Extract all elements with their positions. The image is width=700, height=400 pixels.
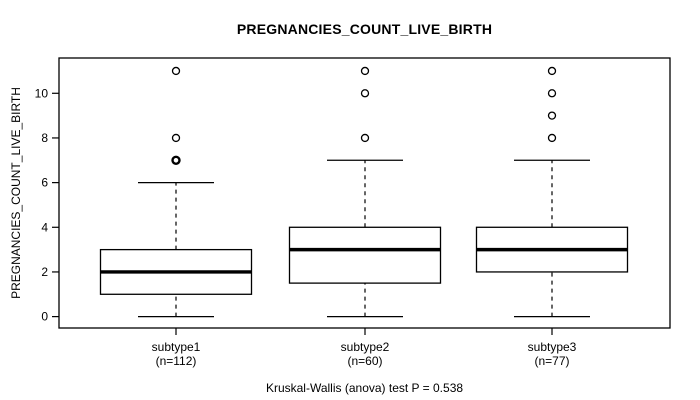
outlier-point [547,133,557,143]
outlier-point [360,89,370,98]
y-tick-label: 2 [41,265,48,279]
x-category-label: subtype1 [152,340,201,354]
outlier-point [547,66,557,76]
outlier-point [547,111,557,120]
y-tick-label: 6 [41,176,48,190]
y-tick-label: 10 [35,86,49,100]
y-tick-label: 4 [41,220,48,234]
outlier-point [171,133,181,143]
y-tick-label: 0 [41,310,48,324]
x-category-sublabel: (n=77) [534,354,569,368]
x-category-sublabel: (n=60) [347,354,382,368]
y-tick-label: 8 [41,131,48,145]
x-category-label: subtype2 [341,340,390,354]
outlier-point [171,66,181,76]
chart-title: PREGNANCIES_COUNT_LIVE_BIRTH [236,21,493,37]
outlier-point [360,66,370,76]
x-category-sublabel: (n=112) [156,354,197,368]
iqr-box [288,226,442,284]
stats-caption: Kruskal-Wallis (anova) test P = 0.538 [265,381,464,395]
outlier-point [547,89,557,98]
outlier-point [171,155,181,165]
x-category-label: subtype3 [528,340,577,354]
outlier-point [360,133,370,143]
